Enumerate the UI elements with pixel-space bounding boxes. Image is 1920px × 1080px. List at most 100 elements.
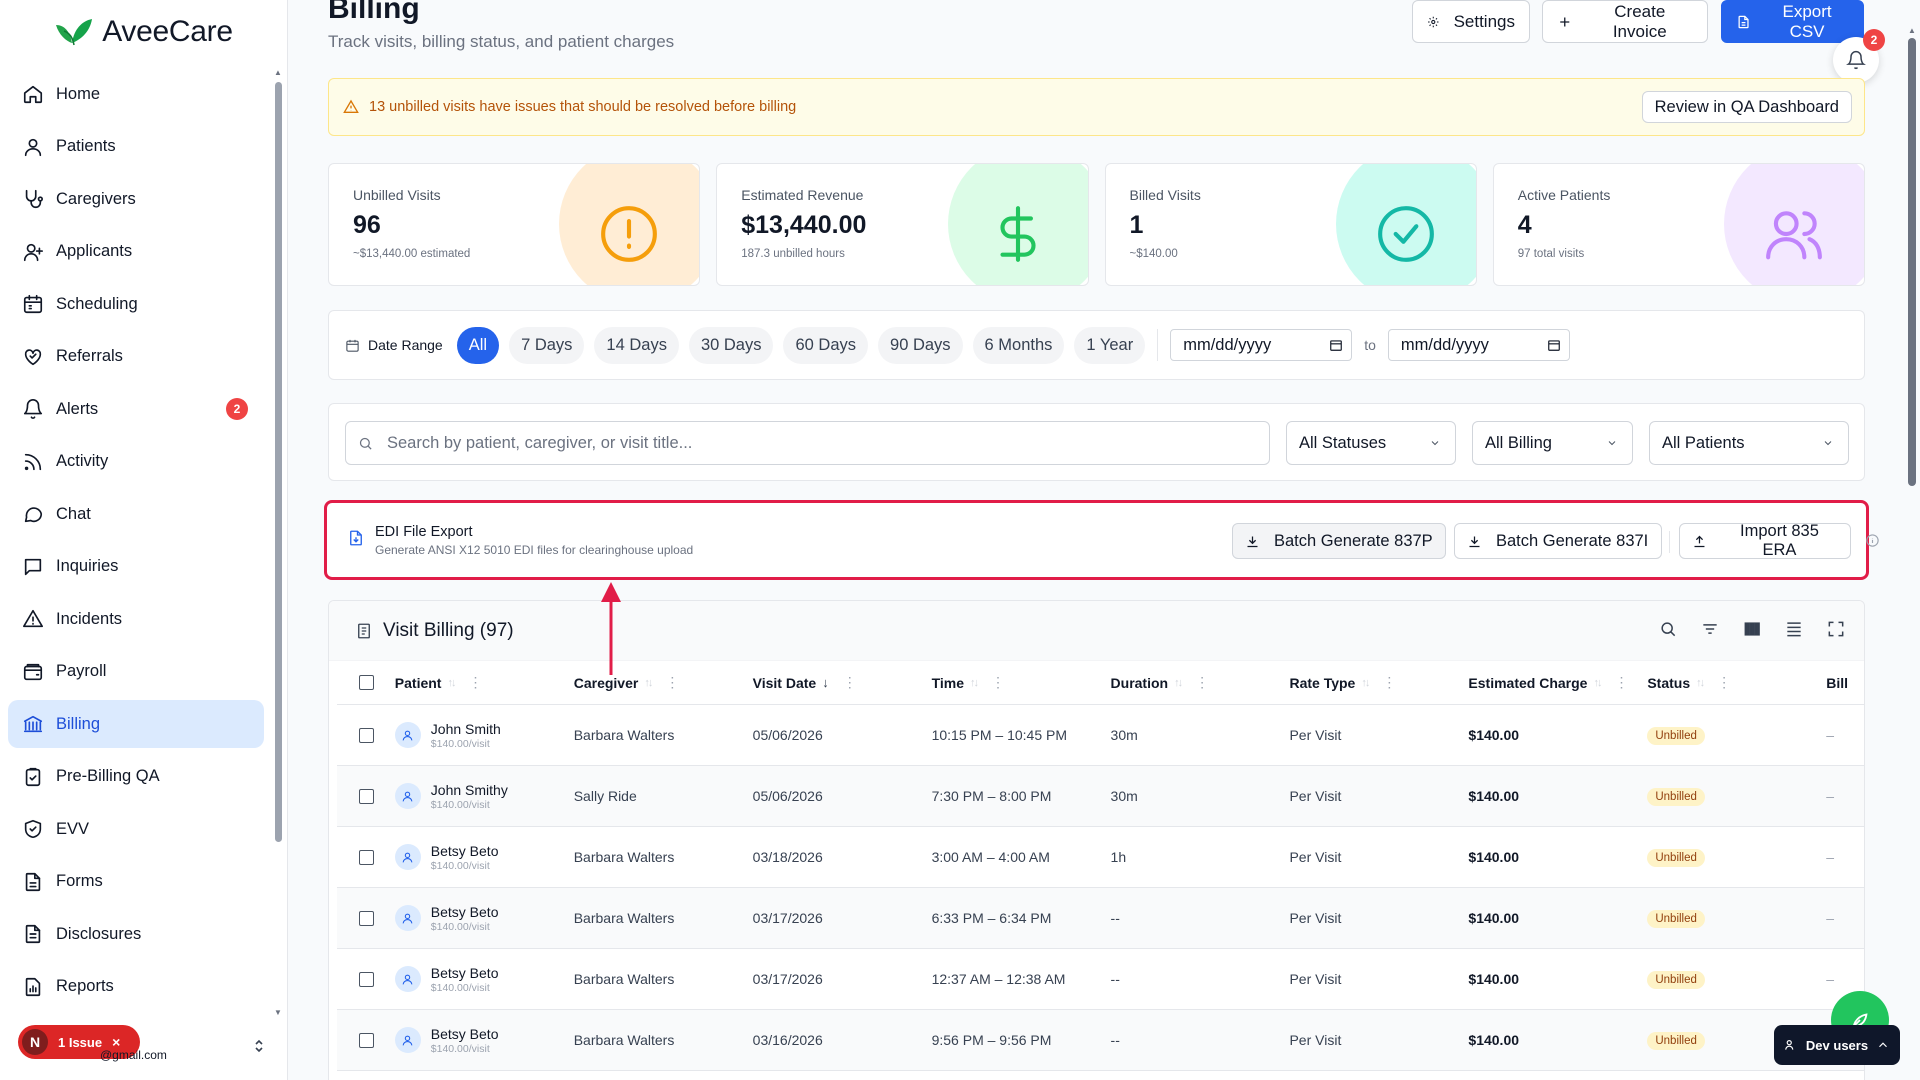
sidebar-scroll-thumb[interactable] bbox=[275, 82, 282, 842]
column-header-patient[interactable]: Patient ↑↓ ⋮ bbox=[395, 674, 574, 691]
sidebar-item-disclosures[interactable]: Disclosures bbox=[8, 910, 264, 958]
date-range-chip-6-months[interactable]: 6 Months bbox=[972, 326, 1065, 364]
patient-name[interactable]: John Smithy bbox=[430, 781, 508, 798]
filter-icon[interactable] bbox=[1700, 619, 1720, 639]
row-checkbox[interactable] bbox=[359, 910, 374, 926]
sort-icon[interactable]: ↑↓ bbox=[1696, 676, 1705, 689]
issue-close-icon[interactable]: × bbox=[112, 1034, 121, 1050]
sort-icon[interactable]: ↑↓ bbox=[1361, 676, 1370, 689]
scroll-up-icon[interactable]: ▲ bbox=[274, 68, 282, 77]
column-header-status[interactable]: Status ↑↓ ⋮ bbox=[1647, 674, 1826, 691]
fullscreen-icon[interactable] bbox=[1826, 619, 1846, 639]
column-header-duration[interactable]: Duration ↑↓ ⋮ bbox=[1111, 674, 1290, 691]
patient-name[interactable]: Betsy Beto bbox=[430, 903, 499, 920]
scroll-down-icon[interactable]: ▼ bbox=[274, 1008, 282, 1017]
patient-name[interactable]: Betsy Beto bbox=[430, 964, 499, 981]
brand-logo[interactable]: AveeCare bbox=[0, 0, 287, 64]
settings-button[interactable]: Settings bbox=[1412, 0, 1530, 43]
sidebar-item-caregivers[interactable]: Caregivers bbox=[8, 175, 264, 223]
column-header-estimated-charge[interactable]: Estimated Charge ↑↓ ⋮ bbox=[1468, 674, 1647, 691]
sidebar-scrollbar[interactable]: ▲ ▼ bbox=[273, 68, 283, 1018]
date-range-chip-all[interactable]: All bbox=[456, 326, 500, 364]
sidebar-item-payroll[interactable]: Payroll bbox=[8, 648, 264, 696]
sort-icon[interactable]: ↑↓ bbox=[1174, 676, 1183, 689]
date-range-chip-30-days[interactable]: 30 Days bbox=[688, 326, 774, 364]
sidebar-item-scheduling[interactable]: Scheduling bbox=[8, 280, 264, 328]
row-checkbox[interactable] bbox=[359, 1032, 374, 1048]
table-row[interactable]: Betsy Beto $140.00/visit Barbara Walters… bbox=[337, 949, 1864, 1010]
sidebar-item-home[interactable]: Home bbox=[8, 70, 264, 118]
sidebar-item-activity[interactable]: Activity bbox=[8, 438, 264, 486]
row-checkbox[interactable] bbox=[359, 849, 374, 865]
date-from-input[interactable]: mm/dd/yyyy bbox=[1170, 329, 1353, 361]
sidebar-item-inquiries[interactable]: Inquiries bbox=[8, 543, 264, 591]
user-switcher-chevron-icon[interactable] bbox=[254, 1038, 264, 1057]
date-to-input[interactable]: mm/dd/yyyy bbox=[1387, 329, 1570, 361]
table-row[interactable]: John Smithy $140.00/visit Sally Ride 05/… bbox=[337, 766, 1864, 827]
column-header-time[interactable]: Time ↑↓ ⋮ bbox=[932, 674, 1111, 691]
sidebar-item-applicants[interactable]: Applicants bbox=[8, 228, 264, 276]
row-checkbox[interactable] bbox=[359, 788, 374, 804]
main-scroll-up-icon[interactable]: ▲ bbox=[1908, 26, 1916, 35]
table-row[interactable]: John Smith $140.00/visit Barbara Walters… bbox=[337, 705, 1864, 766]
table-row[interactable]: Betsy Beto $140.00/visit Barbara Walters… bbox=[337, 888, 1864, 949]
column-header-caregiver[interactable]: Caregiver ↑↓ ⋮ bbox=[574, 674, 753, 691]
patient-name[interactable]: Betsy Beto bbox=[430, 1025, 499, 1042]
column-menu-icon[interactable]: ⋮ bbox=[1382, 674, 1397, 690]
sort-icon[interactable]: ↑↓ bbox=[447, 676, 456, 689]
sidebar-item-incidents[interactable]: Incidents bbox=[8, 595, 264, 643]
column-menu-icon[interactable]: ⋮ bbox=[665, 674, 680, 690]
sort-desc-icon[interactable]: ↓ bbox=[822, 675, 829, 690]
column-menu-icon[interactable]: ⋮ bbox=[991, 674, 1006, 690]
sidebar-item-pre-billing-qa[interactable]: Pre-Billing QA bbox=[8, 753, 264, 801]
sidebar-item-patients[interactable]: Patients bbox=[8, 123, 264, 171]
sidebar-item-chat[interactable]: Chat bbox=[8, 490, 264, 538]
sidebar-item-reports[interactable]: Reports bbox=[8, 963, 264, 1011]
sort-icon[interactable]: ↑↓ bbox=[644, 676, 653, 689]
date-range-chip-60-days[interactable]: 60 Days bbox=[783, 326, 869, 364]
column-header-bill[interactable]: Bill bbox=[1826, 675, 1864, 691]
search-icon[interactable] bbox=[1658, 619, 1678, 639]
sidebar-item-forms[interactable]: Forms bbox=[8, 858, 264, 906]
density-icon[interactable] bbox=[1784, 619, 1804, 639]
sort-icon[interactable]: ↑↓ bbox=[970, 676, 979, 689]
date-range-chip-90-days[interactable]: 90 Days bbox=[878, 326, 963, 364]
column-menu-icon[interactable]: ⋮ bbox=[1717, 674, 1732, 690]
import-835-button[interactable]: Import 835 ERA bbox=[1679, 522, 1851, 559]
column-header-rate-type[interactable]: Rate Type ↑↓ ⋮ bbox=[1289, 674, 1468, 691]
info-icon[interactable] bbox=[1865, 533, 1880, 553]
search-input[interactable]: Search by patient, caregiver, or visit t… bbox=[345, 421, 1270, 465]
calendar-picker-icon[interactable] bbox=[1329, 338, 1343, 352]
review-qa-button[interactable]: Review in QA Dashboard bbox=[1641, 91, 1852, 123]
column-menu-icon[interactable]: ⋮ bbox=[842, 674, 857, 690]
date-range-chip-7-days[interactable]: 7 Days bbox=[509, 326, 585, 364]
create-invoice-button[interactable]: Create Invoice bbox=[1542, 0, 1708, 43]
calendar-picker-icon[interactable] bbox=[1547, 338, 1561, 352]
columns-icon[interactable] bbox=[1742, 619, 1762, 639]
column-header-visit-date[interactable]: Visit Date ↓ ⋮ bbox=[753, 674, 932, 691]
patient-name[interactable]: John Smith bbox=[430, 720, 501, 737]
status-select[interactable]: All Statuses bbox=[1286, 421, 1456, 465]
billing-select[interactable]: All Billing bbox=[1472, 421, 1633, 465]
table-row[interactable]: Betsy Beto $140.00/visit Barbara Walters… bbox=[337, 827, 1864, 888]
export-csv-button[interactable]: Export CSV bbox=[1721, 0, 1864, 43]
sidebar-item-alerts[interactable]: Alerts 2 bbox=[8, 385, 264, 433]
date-range-chip-14-days[interactable]: 14 Days bbox=[594, 326, 679, 364]
column-menu-icon[interactable]: ⋮ bbox=[1195, 674, 1210, 690]
column-menu-icon[interactable]: ⋮ bbox=[468, 674, 483, 690]
date-range-chip-1-year[interactable]: 1 Year bbox=[1074, 326, 1146, 364]
table-row[interactable]: Betsy Beto $140.00/visit Barbara Walters… bbox=[337, 1010, 1864, 1071]
column-menu-icon[interactable]: ⋮ bbox=[1614, 674, 1629, 690]
issue-indicator[interactable]: N 1 Issue × bbox=[18, 1025, 140, 1059]
sidebar-item-referrals[interactable]: Referrals bbox=[8, 333, 264, 381]
row-checkbox[interactable] bbox=[359, 971, 374, 987]
sidebar-item-evv[interactable]: EVV bbox=[8, 805, 264, 853]
patients-select[interactable]: All Patients bbox=[1649, 421, 1849, 465]
dev-users-button[interactable]: Dev users bbox=[1774, 1025, 1900, 1065]
sidebar-item-billing[interactable]: Billing bbox=[8, 700, 264, 748]
patient-name[interactable]: Betsy Beto bbox=[430, 842, 499, 859]
select-all-checkbox[interactable] bbox=[359, 675, 374, 690]
batch-837p-button[interactable]: Batch Generate 837P bbox=[1232, 523, 1446, 559]
row-checkbox[interactable] bbox=[359, 727, 374, 743]
main-scroll-thumb[interactable] bbox=[1908, 38, 1916, 486]
